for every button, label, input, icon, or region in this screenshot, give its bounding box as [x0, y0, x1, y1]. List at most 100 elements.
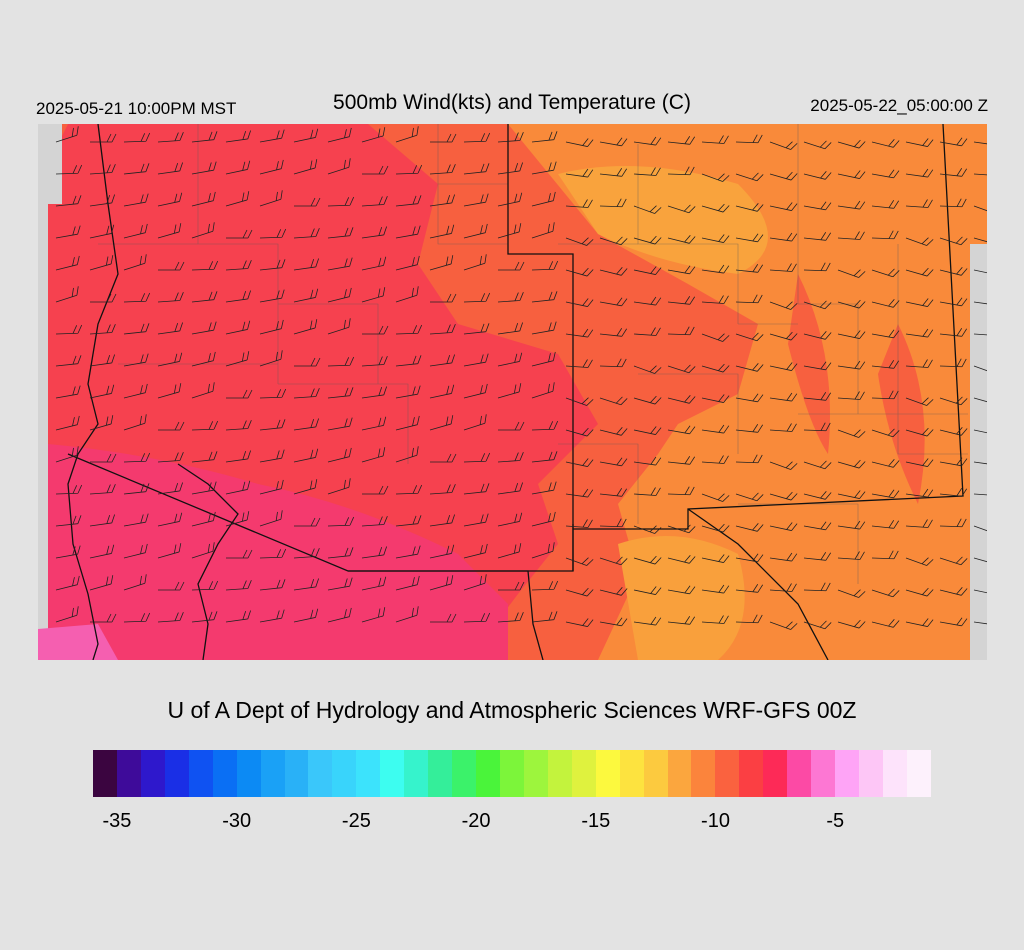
wind-barb	[973, 327, 987, 336]
wind-barb	[531, 191, 556, 207]
wind-barb	[837, 429, 866, 438]
wind-barb	[429, 544, 455, 559]
wind-barb	[701, 203, 730, 213]
wind-barb	[191, 222, 215, 239]
wind-barb	[191, 351, 216, 367]
colorbar-swatch-27	[739, 750, 764, 797]
wind-barb	[429, 514, 456, 527]
wind-barb	[531, 542, 555, 559]
wind-barb	[973, 395, 987, 405]
region-east-red-streak	[788, 274, 830, 454]
colorbar-swatch-18	[523, 750, 548, 797]
state-border-vertical-1	[507, 124, 574, 571]
wind-barb	[361, 386, 388, 399]
wind-barb	[497, 292, 524, 303]
wind-barb	[837, 139, 866, 149]
wind-barb	[123, 223, 148, 239]
wind-barb	[89, 324, 116, 335]
wind-barb	[55, 195, 82, 207]
wind-barb	[293, 159, 318, 175]
wind-barb	[973, 616, 987, 626]
wind-barb	[939, 396, 968, 406]
wind-barb	[89, 224, 115, 239]
wind-barb	[871, 329, 900, 339]
wind-barb	[565, 557, 594, 566]
wind-barb	[633, 487, 661, 496]
wind-barb	[837, 589, 866, 598]
wind-barb	[905, 618, 934, 627]
wind-barb	[90, 613, 117, 623]
wind-barb	[55, 126, 79, 143]
wind-barb	[667, 296, 696, 305]
wind-barb	[735, 454, 763, 464]
wind-barb	[498, 581, 525, 591]
wind-barb	[531, 420, 559, 431]
wind-barb	[633, 456, 662, 466]
wind-barb	[294, 517, 321, 527]
wind-barb	[939, 488, 968, 497]
wind-barb	[837, 459, 866, 469]
wind-barb	[667, 364, 696, 374]
region-east-orange	[508, 124, 987, 660]
wind-barb	[361, 287, 386, 303]
colorbar-swatch-6	[236, 750, 261, 797]
wind-barb	[905, 557, 934, 566]
wind-barb	[531, 222, 555, 239]
wind-barb	[259, 228, 287, 239]
wind-barb	[123, 323, 150, 335]
wind-barb	[735, 203, 764, 212]
wind-barb	[565, 199, 593, 208]
wind-barb	[463, 132, 491, 143]
wind-barb	[226, 549, 253, 559]
wind-barb	[565, 427, 594, 437]
wind-barb	[497, 482, 524, 495]
wind-barb	[395, 575, 420, 591]
wind-barb	[803, 552, 832, 561]
wind-barb	[599, 488, 628, 497]
wind-barb	[191, 451, 218, 463]
colorbar-swatch-32	[859, 750, 883, 797]
coastline-west	[67, 124, 119, 660]
valid-time-utc: 2025-05-22_05:00:00 Z	[810, 96, 988, 115]
wind-barb	[701, 554, 730, 563]
wind-barb	[837, 391, 865, 400]
wind-barb	[531, 382, 555, 399]
wind-barb	[871, 459, 900, 468]
wind-barb	[633, 136, 662, 146]
wind-barb	[735, 172, 764, 182]
colorbar-swatch-33	[882, 750, 907, 797]
wind-barb	[565, 458, 594, 467]
wind-barb	[565, 298, 594, 307]
wind-barb	[633, 555, 662, 565]
wind-barb	[667, 235, 696, 244]
wind-barb	[837, 299, 866, 309]
wind-barb	[735, 363, 764, 372]
wind-barb	[769, 491, 798, 501]
wind-barb	[463, 223, 488, 239]
wind-barb	[837, 619, 866, 629]
wind-barb	[362, 165, 389, 175]
wind-barb	[497, 383, 522, 399]
colorbar-swatch-20	[571, 750, 596, 797]
nodata-left	[38, 124, 62, 204]
wind-barb	[769, 461, 798, 470]
wind-barb	[803, 140, 832, 150]
wind-barb	[157, 512, 183, 527]
wind-barb	[599, 168, 628, 177]
wind-barb	[973, 136, 987, 146]
wind-barb	[871, 230, 899, 240]
colorbar-swatch-0	[93, 750, 117, 797]
wind-barb	[463, 452, 491, 463]
wind-barb	[735, 233, 764, 243]
wind-barb	[599, 396, 628, 406]
wind-barb	[327, 356, 355, 367]
wind-barb	[395, 126, 419, 143]
wind-barb	[565, 618, 594, 627]
wind-barb	[361, 576, 387, 591]
temperature-colorbar	[93, 750, 931, 797]
wind-barb	[939, 297, 968, 307]
wind-barb	[327, 158, 351, 175]
wind-barb	[89, 384, 115, 399]
wind-barb	[191, 321, 217, 335]
wind-barb	[259, 479, 284, 495]
